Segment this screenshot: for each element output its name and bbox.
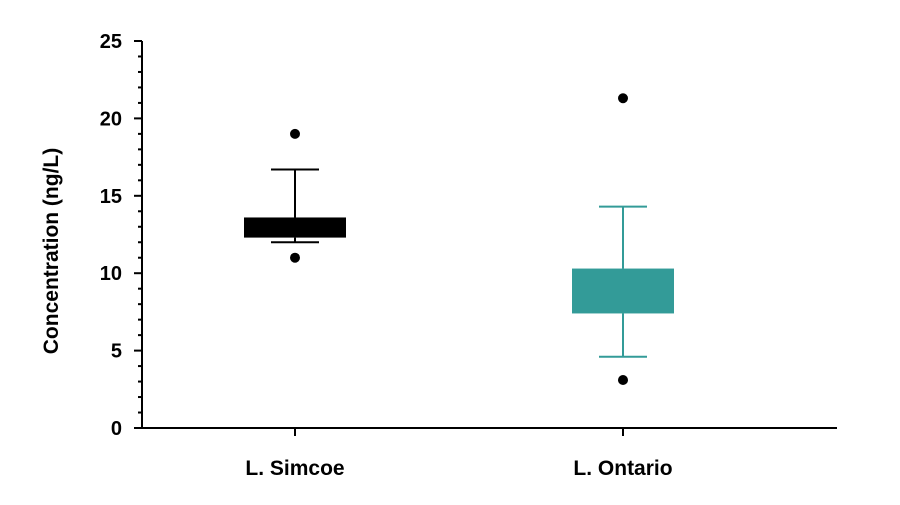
outlier-point — [618, 375, 628, 386]
y-tick-label: 15 — [100, 186, 122, 208]
iqr-box — [572, 268, 674, 314]
y-tick-label: 20 — [100, 108, 122, 130]
outlier-point — [290, 128, 300, 139]
iqr-box — [244, 217, 346, 238]
outlier-point — [290, 252, 300, 263]
box-l--ontario — [572, 93, 674, 386]
outlier-point — [618, 93, 628, 104]
y-tick-label: 10 — [100, 263, 122, 285]
box-l--simcoe — [244, 128, 346, 263]
x-tick-label: L. Simcoe — [245, 457, 344, 480]
y-tick-label: 0 — [111, 418, 122, 440]
y-tick-label: 25 — [100, 31, 122, 53]
y-axis-label: Concentration (ng/L) — [40, 148, 63, 354]
box-series — [244, 93, 674, 386]
y-axis: 0 5 10 15 20 25 — [100, 31, 143, 440]
x-axis: L. Simcoe L. Ontario — [142, 427, 837, 480]
x-tick-label: L. Ontario — [573, 457, 672, 480]
y-tick-label: 5 — [111, 341, 122, 363]
